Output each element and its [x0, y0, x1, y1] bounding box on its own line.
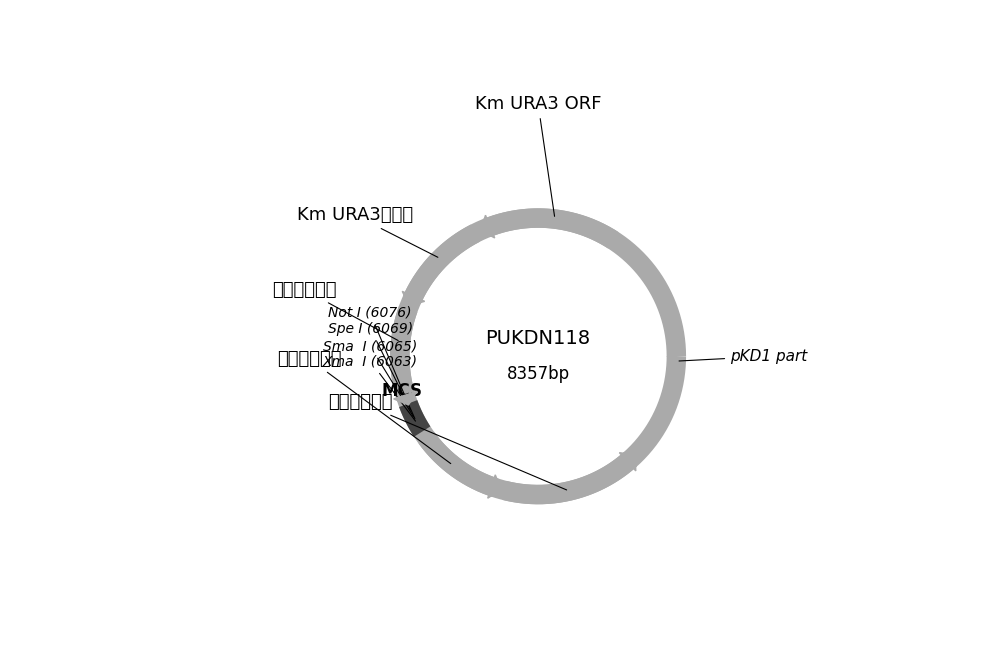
Text: pKD1 part: pKD1 part — [679, 349, 807, 364]
Text: Xma  I (6063): Xma I (6063) — [323, 354, 418, 421]
Polygon shape — [394, 391, 417, 405]
Text: 8357bp: 8357bp — [507, 365, 570, 383]
Text: MCS: MCS — [382, 382, 423, 419]
Polygon shape — [619, 453, 636, 471]
Text: 菊粉酶启动子: 菊粉酶启动子 — [328, 394, 567, 490]
Text: 菊粉酶终止子: 菊粉酶终止子 — [272, 281, 398, 340]
Text: PUKDN118: PUKDN118 — [486, 329, 591, 348]
Text: Spe I (6069): Spe I (6069) — [328, 322, 413, 410]
Polygon shape — [488, 475, 501, 498]
Text: Not I (6076): Not I (6076) — [328, 306, 412, 401]
Text: 菊粉酶信号肽: 菊粉酶信号肽 — [277, 350, 451, 464]
Text: Sma  I (6065): Sma I (6065) — [323, 339, 417, 417]
Text: Km URA3启动子: Km URA3启动子 — [297, 207, 438, 257]
Polygon shape — [481, 215, 495, 238]
Polygon shape — [402, 291, 425, 306]
Text: Km URA3 ORF: Km URA3 ORF — [475, 95, 601, 216]
